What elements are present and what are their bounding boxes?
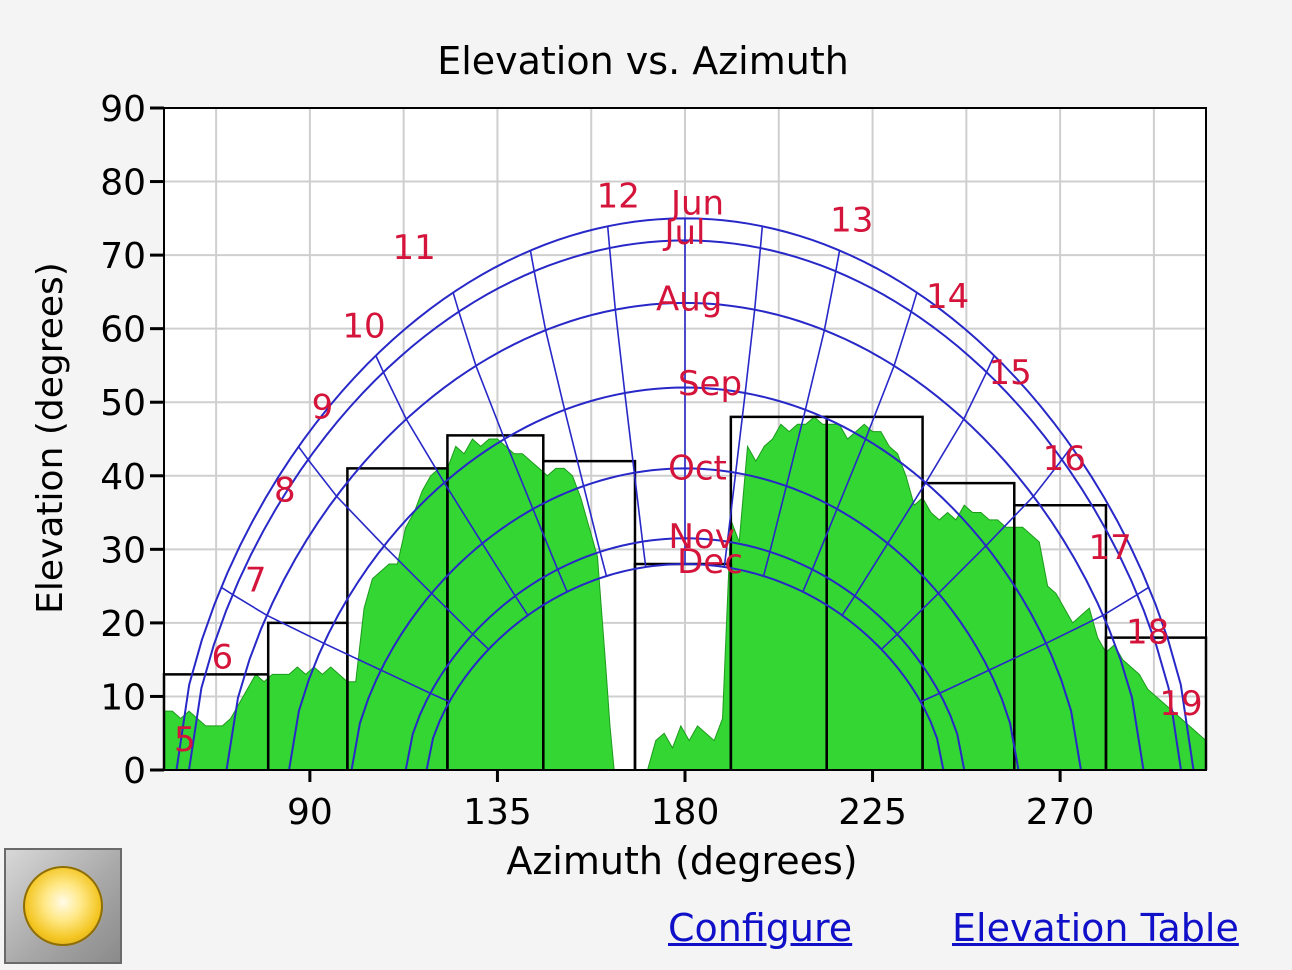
hour-label: 14	[926, 277, 969, 317]
hour-label: 13	[830, 201, 873, 241]
x-tick-label: 90	[287, 792, 333, 833]
y-axis-label: Elevation (degrees)	[30, 262, 71, 614]
hour-label: 6	[212, 637, 234, 677]
sun-path-dec	[425, 563, 945, 771]
y-tick-label: 70	[100, 236, 146, 277]
hour-label: 7	[245, 560, 267, 600]
y-tick-label: 40	[100, 457, 146, 498]
horizon-profile	[163, 416, 1207, 771]
sun-path-aug	[225, 301, 1145, 771]
hour-label: 8	[274, 471, 296, 511]
month-label: Dec	[677, 542, 743, 582]
y-tick-label: 20	[100, 604, 146, 645]
month-label: Oct	[668, 448, 727, 488]
sun-button[interactable]	[4, 848, 122, 964]
y-tick-label: 60	[100, 310, 146, 351]
y-tick-label: 0	[123, 751, 146, 792]
sun-path-jul	[188, 239, 1182, 771]
sun-icon	[23, 866, 103, 946]
x-tick-label: 270	[1026, 792, 1095, 833]
hour-label: 16	[1043, 439, 1086, 479]
month-label: Jul	[662, 213, 705, 253]
hour-label: 9	[312, 387, 334, 427]
horizon-area	[163, 416, 1207, 771]
month-label: Aug	[656, 279, 722, 319]
x-tick-label: 180	[651, 792, 720, 833]
hour-label: 12	[597, 176, 640, 216]
hour-label: 19	[1159, 684, 1202, 724]
hour-label: 17	[1089, 528, 1132, 568]
hour-label: 5	[174, 720, 196, 760]
hour-label: 15	[988, 353, 1031, 393]
elevation-azimuth-chart: JunJulAugSepOctNovDec5678910111213141516…	[30, 39, 1208, 883]
y-tick-label: 10	[100, 677, 146, 718]
x-tick-label: 135	[463, 792, 532, 833]
sun-path-oct	[350, 467, 1020, 771]
y-tick-label: 30	[100, 530, 146, 571]
sun-path-jun	[175, 217, 1195, 771]
x-tick-label: 225	[838, 792, 907, 833]
month-label: Jun	[669, 184, 724, 224]
sun-path-nov	[404, 537, 966, 771]
month-label: Nov	[668, 517, 734, 557]
month-label: Sep	[678, 364, 742, 404]
hour-label: 11	[392, 228, 435, 268]
elevation-table-link[interactable]: Elevation Table	[952, 906, 1239, 950]
sun-paths	[175, 217, 1195, 771]
y-tick-label: 80	[100, 163, 146, 204]
x-axis-label: Azimuth (degrees)	[506, 839, 857, 883]
y-tick-label: 50	[100, 383, 146, 424]
hour-label: 18	[1126, 612, 1169, 652]
hour-label: 10	[342, 306, 385, 346]
configure-link[interactable]: Configure	[668, 906, 853, 950]
sun-path-sep	[288, 386, 1082, 771]
chart-title: Elevation vs. Azimuth	[437, 39, 849, 83]
y-tick-label: 90	[100, 89, 146, 130]
